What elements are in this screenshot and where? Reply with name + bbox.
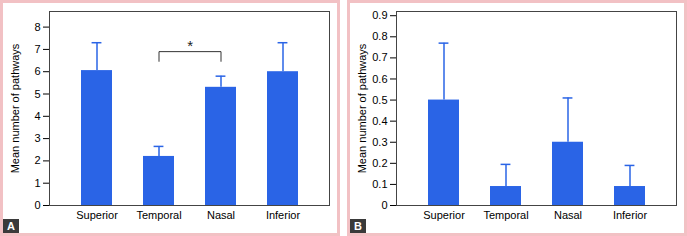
svg-text:Superior: Superior: [423, 209, 465, 221]
svg-text:Temporal: Temporal: [483, 209, 528, 221]
svg-text:*: *: [187, 37, 193, 54]
html-text:A: A: [7, 220, 15, 232]
svg-text:0.7: 0.7: [372, 51, 387, 63]
svg-text:0.5: 0.5: [372, 94, 387, 106]
svg-text:0.9: 0.9: [372, 9, 387, 21]
svg-text:0.1: 0.1: [372, 178, 387, 190]
svg-text:8: 8: [34, 21, 40, 33]
svg-text:0: 0: [381, 199, 387, 211]
svg-text:Inferior: Inferior: [613, 209, 648, 221]
svg-text:1: 1: [34, 177, 40, 189]
html-text:B: B: [354, 220, 362, 232]
svg-text:2: 2: [34, 154, 40, 166]
svg-text:Mean number of pathways: Mean number of pathways: [356, 43, 368, 173]
svg-text:Nasal: Nasal: [207, 209, 235, 221]
svg-text:Temporal: Temporal: [136, 209, 181, 221]
svg-text:6: 6: [34, 65, 40, 77]
svg-text:Nasal: Nasal: [554, 209, 582, 221]
svg-text:Inferior: Inferior: [266, 209, 301, 221]
svg-text:0.3: 0.3: [372, 136, 387, 148]
svg-text:5: 5: [34, 88, 40, 100]
svg-text:0.2: 0.2: [372, 157, 387, 169]
svg-text:0.6: 0.6: [372, 72, 387, 84]
svg-text:Superior: Superior: [76, 209, 118, 221]
svg-text:Mean number of pathways: Mean number of pathways: [9, 43, 21, 173]
svg-text:4: 4: [34, 110, 40, 122]
svg-text:0.4: 0.4: [372, 115, 387, 127]
svg-text:3: 3: [34, 132, 40, 144]
svg-text:0.8: 0.8: [372, 30, 387, 42]
svg-text:0: 0: [34, 199, 40, 211]
svg-text:7: 7: [34, 43, 40, 55]
